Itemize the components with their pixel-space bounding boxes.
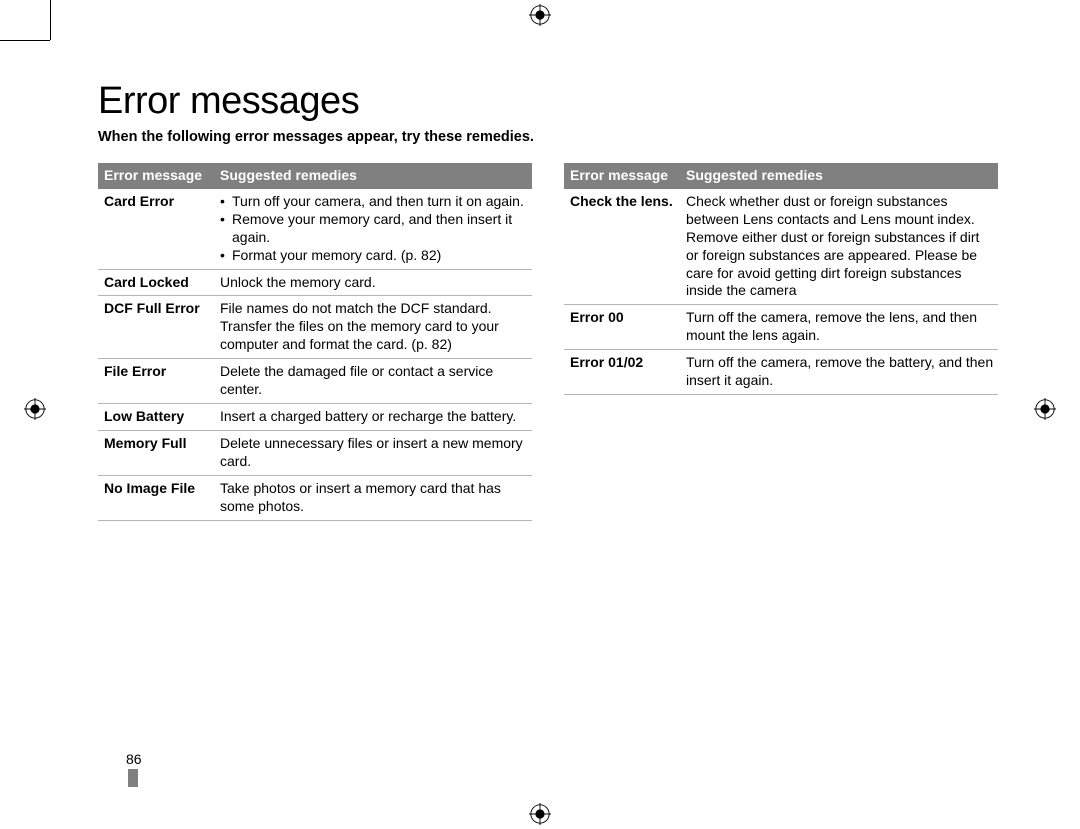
table-header-message: Error message bbox=[564, 163, 680, 189]
remedy-cell: Take photos or insert a memory card that… bbox=[214, 475, 532, 520]
error-message-cell: Check the lens. bbox=[564, 189, 680, 305]
table-row: DCF Full ErrorFile names do not match th… bbox=[98, 296, 532, 359]
crop-mark-vertical bbox=[50, 0, 51, 40]
table-row: File ErrorDelete the damaged file or con… bbox=[98, 359, 532, 404]
remedy-cell: Insert a charged battery or recharge the… bbox=[214, 403, 532, 430]
error-message-cell: DCF Full Error bbox=[98, 296, 214, 359]
crop-mark-horizontal bbox=[0, 40, 50, 41]
table-header-message: Error message bbox=[98, 163, 214, 189]
remedy-cell: Turn off your camera, and then turn it o… bbox=[214, 189, 532, 269]
error-message-cell: Memory Full bbox=[98, 430, 214, 475]
registration-mark-bottom-icon bbox=[529, 803, 551, 825]
table-row: Card LockedUnlock the memory card. bbox=[98, 269, 532, 296]
remedy-cell: File names do not match the DCF standard… bbox=[214, 296, 532, 359]
page-subtitle: When the following error messages appear… bbox=[98, 129, 998, 145]
remedy-cell: Delete unnecessary files or insert a new… bbox=[214, 430, 532, 475]
error-message-cell: No Image File bbox=[98, 475, 214, 520]
page-content: Error messages When the following error … bbox=[98, 80, 998, 521]
table-row: Low BatteryInsert a charged battery or r… bbox=[98, 403, 532, 430]
table-row: Error 00Turn off the camera, remove the … bbox=[564, 305, 998, 350]
table-row: Error 01/02Turn off the camera, remove t… bbox=[564, 350, 998, 395]
table-header-remedy: Suggested remedies bbox=[214, 163, 532, 189]
table-row: No Image FileTake photos or insert a mem… bbox=[98, 475, 532, 520]
right-column: Error message Suggested remedies Check t… bbox=[564, 163, 998, 521]
page-title: Error messages bbox=[98, 80, 998, 123]
remedy-list-item: Turn off your camera, and then turn it o… bbox=[220, 193, 528, 211]
left-column: Error message Suggested remedies Card Er… bbox=[98, 163, 532, 521]
registration-mark-left-icon bbox=[24, 398, 46, 420]
remedy-cell: Unlock the memory card. bbox=[214, 269, 532, 296]
error-message-cell: Card Locked bbox=[98, 269, 214, 296]
error-table-left: Error message Suggested remedies Card Er… bbox=[98, 163, 532, 521]
remedy-cell: Check whether dust or foreign substances… bbox=[680, 189, 998, 305]
error-message-cell: Low Battery bbox=[98, 403, 214, 430]
error-message-cell: Card Error bbox=[98, 189, 214, 269]
two-column-layout: Error message Suggested remedies Card Er… bbox=[98, 163, 998, 521]
table-row: Memory FullDelete unnecessary files or i… bbox=[98, 430, 532, 475]
table-header-remedy: Suggested remedies bbox=[680, 163, 998, 189]
remedy-list-item: Remove your memory card, and then insert… bbox=[220, 211, 528, 247]
registration-mark-top-icon bbox=[529, 4, 551, 26]
table-row: Check the lens.Check whether dust or for… bbox=[564, 189, 998, 305]
error-message-cell: Error 00 bbox=[564, 305, 680, 350]
error-message-cell: Error 01/02 bbox=[564, 350, 680, 395]
page-number-bar-icon bbox=[128, 769, 138, 787]
remedy-cell: Turn off the camera, remove the battery,… bbox=[680, 350, 998, 395]
remedy-list: Turn off your camera, and then turn it o… bbox=[220, 193, 528, 265]
registration-mark-right-icon bbox=[1034, 398, 1056, 420]
remedy-cell: Delete the damaged file or contact a ser… bbox=[214, 359, 532, 404]
remedy-cell: Turn off the camera, remove the lens, an… bbox=[680, 305, 998, 350]
table-row: Card Error Turn off your camera, and then… bbox=[98, 189, 532, 269]
error-message-cell: File Error bbox=[98, 359, 214, 404]
error-table-right: Error message Suggested remedies Check t… bbox=[564, 163, 998, 395]
remedy-list-item: Format your memory card. (p. 82) bbox=[220, 247, 528, 265]
page-number: 86 bbox=[126, 751, 142, 767]
